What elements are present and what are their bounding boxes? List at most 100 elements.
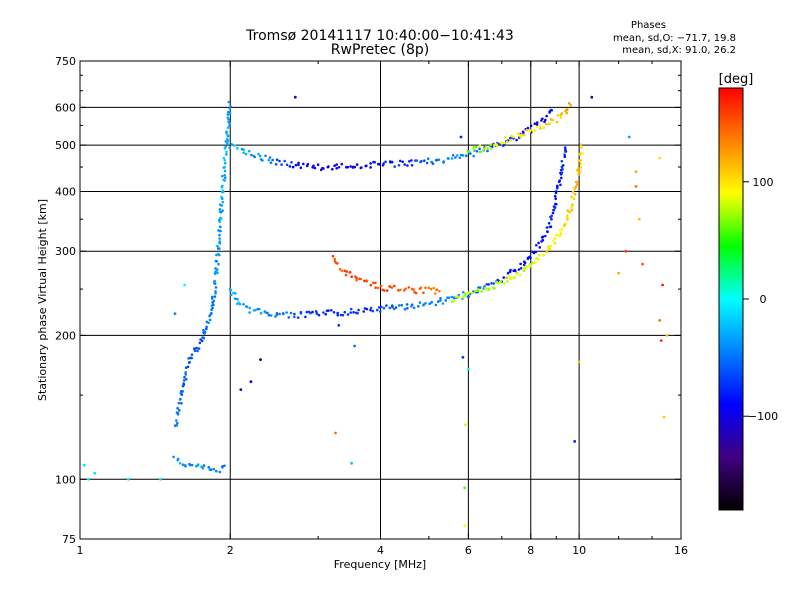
data-point — [254, 308, 257, 312]
data-point — [504, 277, 508, 280]
data-point — [590, 95, 594, 99]
data-point — [463, 524, 467, 527]
data-point — [202, 336, 206, 340]
data-point — [464, 423, 467, 427]
data-point — [431, 162, 435, 165]
data-point — [441, 302, 445, 305]
data-point — [553, 194, 557, 198]
data-point — [349, 311, 353, 314]
grid-lines — [80, 61, 681, 539]
data-point — [346, 165, 350, 169]
data-point — [388, 160, 392, 163]
colorbar: [deg] 100 0 −100 — [718, 72, 778, 511]
data-point — [522, 263, 526, 267]
data-point — [341, 313, 345, 317]
data-point — [353, 344, 356, 348]
data-point — [322, 311, 325, 314]
data-point — [533, 129, 537, 132]
data-point — [506, 271, 510, 275]
data-point — [225, 153, 228, 156]
data-point — [390, 286, 394, 289]
data-point — [461, 296, 465, 299]
data-point — [394, 306, 398, 309]
data-point — [423, 159, 426, 162]
data-point — [374, 281, 377, 285]
data-point — [509, 268, 512, 272]
data-point — [525, 128, 528, 132]
data-point — [516, 272, 519, 275]
data-point — [214, 267, 217, 270]
data-point — [531, 129, 535, 133]
data-point — [558, 234, 562, 238]
data-point — [564, 150, 568, 153]
data-point — [432, 286, 436, 290]
data-point — [331, 167, 334, 171]
data-point — [403, 163, 407, 166]
data-point — [539, 124, 542, 128]
data-point — [220, 190, 224, 194]
x-tick-label: 10 — [572, 544, 586, 557]
y-axis-label: Stationary phase Virtual Height [km] — [36, 199, 49, 401]
data-point — [571, 203, 574, 206]
data-point — [555, 120, 559, 124]
data-point — [665, 334, 669, 337]
data-point — [531, 261, 534, 265]
data-point — [291, 165, 295, 169]
data-point — [545, 250, 548, 254]
data-point — [388, 306, 392, 310]
data-point — [248, 311, 251, 314]
data-point — [548, 122, 552, 125]
data-point — [352, 311, 355, 314]
data-point — [176, 458, 180, 462]
data-point — [461, 291, 465, 294]
data-point — [390, 160, 394, 164]
data-point — [550, 109, 554, 112]
data-point — [549, 245, 553, 248]
data-point — [344, 273, 348, 277]
data-point — [200, 339, 204, 343]
data-point — [446, 157, 450, 160]
data-point — [484, 287, 488, 290]
data-point — [551, 211, 555, 215]
data-point — [377, 306, 381, 309]
data-point — [234, 292, 237, 295]
data-point — [439, 299, 442, 302]
data-point — [213, 279, 216, 283]
data-point — [422, 291, 425, 295]
data-point — [214, 290, 217, 293]
data-point — [197, 347, 201, 350]
data-point — [450, 295, 454, 299]
data-point — [236, 298, 239, 301]
x-tick-label: 4 — [377, 544, 384, 557]
data-point — [442, 161, 445, 164]
data-point — [126, 477, 130, 481]
data-point — [275, 312, 279, 315]
data-point — [658, 319, 662, 322]
data-point — [544, 122, 548, 126]
data-point — [336, 311, 340, 315]
data-point — [472, 148, 475, 151]
data-point — [403, 308, 407, 311]
data-point — [214, 286, 218, 289]
data-point — [369, 283, 373, 287]
data-point — [351, 165, 355, 169]
data-point — [490, 282, 493, 285]
data-point — [467, 367, 470, 371]
data-point — [227, 100, 231, 104]
data-point — [393, 165, 397, 168]
data-point — [546, 230, 549, 234]
data-point — [220, 204, 223, 207]
stats-title: Phases — [631, 20, 666, 31]
data-point — [309, 311, 312, 315]
data-point — [258, 154, 262, 158]
data-point — [463, 292, 467, 295]
data-point — [345, 270, 349, 273]
data-point — [229, 105, 232, 108]
data-point — [393, 284, 396, 288]
data-point — [500, 142, 504, 145]
data-point — [523, 133, 526, 136]
data-point — [400, 303, 404, 307]
data-point — [239, 388, 243, 391]
data-point — [299, 310, 303, 314]
data-point — [202, 464, 206, 467]
